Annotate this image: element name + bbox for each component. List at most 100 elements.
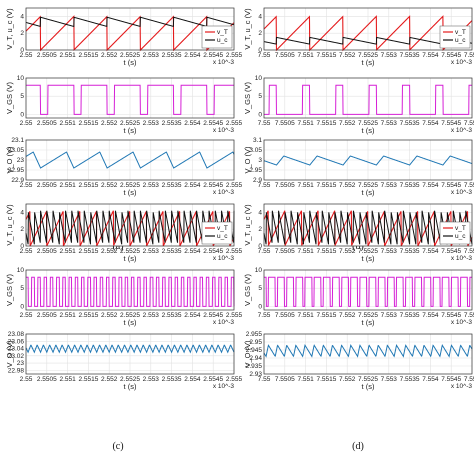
x-axis-label: t (s)	[124, 382, 137, 391]
x-tick-label: 7.5505	[275, 312, 295, 319]
x-tick-label: 7.5515	[316, 52, 336, 59]
x-tick-label: 7.553	[381, 182, 398, 189]
x-axis-label: t (s)	[124, 58, 137, 67]
x-tick-label: 2.552	[101, 312, 118, 319]
y-tick-label: 5	[258, 285, 262, 292]
y-tick-label: 2	[20, 226, 24, 233]
series-line-u_c	[263, 36, 473, 45]
series-line-u_c	[25, 210, 235, 245]
x-tick-label: 2.55	[20, 120, 33, 127]
x-axis-label: t (s)	[124, 254, 137, 263]
x-tick-label: 2.55	[20, 248, 33, 255]
y-axis-label: V_GS (V)	[5, 81, 14, 114]
y-axis-label: V_O (V)	[243, 146, 252, 174]
x-exponent-label: x 10^-3	[451, 59, 473, 66]
y-tick-label: 22.9	[11, 177, 24, 184]
x-tick-label: 7.5505	[275, 376, 295, 383]
x-tick-label: 2.551	[59, 120, 76, 127]
x-tick-label: 2.5535	[162, 376, 182, 383]
series-line-V_GS	[264, 84, 472, 115]
x-tick-label: 2.551	[59, 248, 76, 255]
chart-panel-1: 2.55 2.5505 2.551 2.5515 2.552 2.5525 2.553 2.5…	[5, 75, 243, 135]
x-tick-label: 2.554	[184, 312, 201, 319]
y-tick-label: 23.08	[8, 331, 25, 338]
series-line-u_c	[263, 210, 473, 245]
x-tick-label: 7.552	[339, 182, 356, 189]
x-tick-label: 7.55	[258, 120, 271, 127]
x-tick-label: 7.5515	[316, 376, 336, 383]
x-tick-label: 2.5545	[203, 120, 223, 127]
x-tick-label: 2.552	[101, 52, 118, 59]
x-tick-label: 2.555	[226, 182, 243, 189]
x-tick-label: 7.55	[258, 312, 271, 319]
x-tick-label: 2.5515	[78, 52, 98, 59]
y-tick-label: 2.945	[246, 347, 263, 354]
y-axis-label: V_GS (V)	[243, 81, 252, 114]
caption-b: (b)	[352, 241, 364, 252]
x-tick-label: 7.5535	[400, 248, 420, 255]
x-tick-label: 2.553	[143, 182, 160, 189]
x-tick-label: 2.5535	[162, 248, 182, 255]
x-tick-label: 7.552	[339, 52, 356, 59]
x-axis-label: t (s)	[124, 126, 137, 135]
plot-frame	[263, 203, 473, 247]
plot-frame	[263, 139, 473, 181]
x-tick-label: 2.5515	[78, 182, 98, 189]
x-tick-label: 7.5515	[316, 120, 336, 127]
x-tick-label: 7.5535	[400, 182, 420, 189]
legend-entry: v_T	[455, 29, 466, 36]
x-tick-label: 2.5545	[203, 52, 223, 59]
y-tick-label: 4	[258, 209, 262, 216]
x-tick-label: 2.5515	[78, 376, 98, 383]
x-tick-label: 7.55	[258, 52, 271, 59]
plot-frame	[25, 77, 235, 119]
y-axis-label: V_O (V)	[5, 146, 14, 174]
x-tick-label: 7.5505	[275, 248, 295, 255]
y-tick-label: 2.93	[249, 371, 262, 378]
x-tick-label: 2.554	[184, 120, 201, 127]
chart-panel-8: 2.55 2.5505 2.551 2.5515 2.552 2.5525 2.553 2.5…	[5, 331, 243, 391]
x-tick-label: 2.5505	[37, 120, 57, 127]
x-exponent-label: x 10^-3	[213, 383, 235, 390]
x-tick-label: 7.554	[422, 376, 439, 383]
x-tick-label: 7.555	[464, 376, 474, 383]
plot-frame	[25, 139, 235, 181]
x-axis-label: t (s)	[124, 318, 137, 327]
y-tick-label: 0	[20, 111, 24, 118]
y-tick-label: 2.95	[249, 339, 262, 346]
x-tick-label: 2.555	[226, 52, 243, 59]
plot-frame	[25, 7, 235, 51]
series-line-V_O	[25, 344, 235, 354]
y-tick-label: 0	[20, 47, 24, 54]
x-tick-label: 7.554	[422, 52, 439, 59]
chart-panel-9: 7.55 7.5505 7.551 7.5515 7.552 7.5525 7.553 7.5…	[243, 203, 474, 263]
chart-panel-7: 2.55 2.5505 2.551 2.5515 2.552 2.5525 2.553 2.5…	[5, 267, 243, 327]
chart-panel-0: 2.55 2.5505 2.551 2.5515 2.552 2.5525 2.553 2.5…	[5, 7, 243, 67]
x-tick-label: 7.5505	[275, 120, 295, 127]
y-axis-label: V_GS (V)	[5, 273, 14, 306]
x-tick-label: 7.5525	[358, 120, 378, 127]
x-tick-label: 7.554	[422, 182, 439, 189]
x-tick-label: 7.5535	[400, 120, 420, 127]
series-line-v_T	[263, 15, 473, 52]
x-tick-label: 2.5535	[162, 120, 182, 127]
y-tick-label: 5	[20, 93, 24, 100]
x-exponent-label: x 10^-3	[451, 383, 473, 390]
y-tick-label: 23.05	[8, 147, 25, 154]
x-tick-label: 2.554	[184, 376, 201, 383]
caption-c: (c)	[112, 441, 123, 452]
y-axis-label: V_T, u_c (V)	[243, 204, 252, 246]
x-tick-label: 7.555	[464, 248, 474, 255]
y-tick-label: 2.94	[249, 355, 262, 362]
x-tick-label: 2.552	[101, 182, 118, 189]
series-line-V_O	[263, 343, 473, 358]
x-tick-label: 7.552	[339, 120, 356, 127]
y-axis-label: V_O (V)	[243, 340, 252, 368]
x-tick-label: 2.551	[59, 182, 76, 189]
x-axis-label: t (s)	[362, 318, 375, 327]
y-tick-label: 10	[17, 75, 25, 82]
x-tick-label: 2.55	[20, 376, 33, 383]
y-axis-label: V_T, u_c (V)	[5, 8, 14, 50]
y-axis-label: V_T, u_c (V)	[243, 8, 252, 50]
